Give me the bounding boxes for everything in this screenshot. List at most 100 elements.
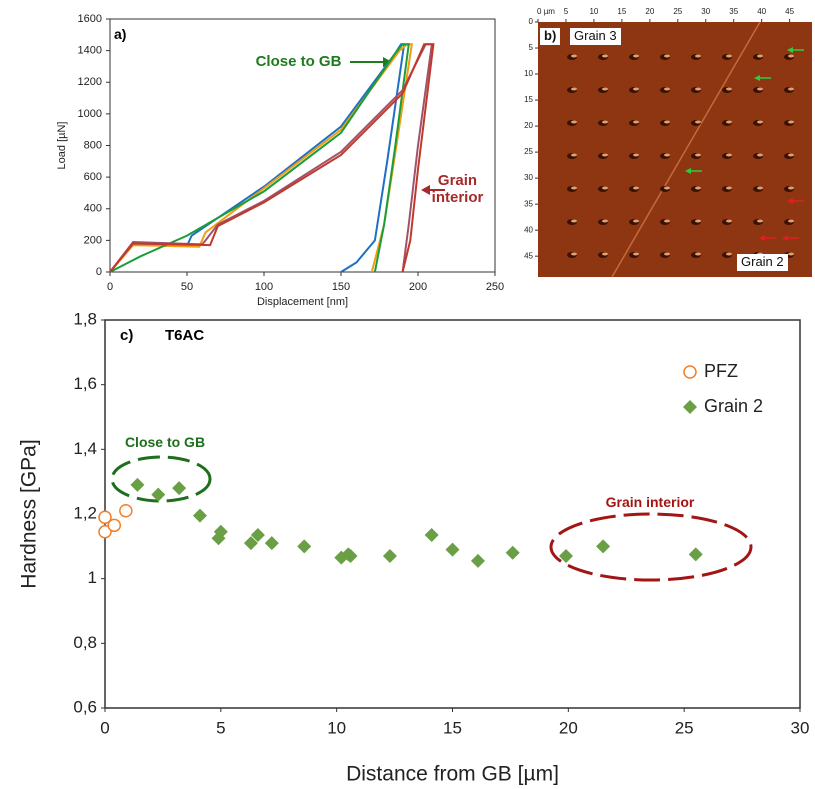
point: [688, 547, 703, 562]
y-tick-label: 800: [84, 139, 102, 151]
y-tick-label: 400: [84, 203, 102, 215]
point: [250, 528, 265, 543]
indent-highlight: [633, 153, 639, 157]
indent-highlight: [726, 54, 732, 58]
y-tick-label: 10: [524, 69, 533, 78]
indent-highlight: [664, 120, 670, 124]
indent-highlight: [664, 153, 670, 157]
indent-highlight: [571, 219, 577, 223]
x-tick-label: 25: [673, 7, 682, 16]
y-tick-label: 600: [84, 171, 102, 183]
y-tick-label: 1,6: [73, 374, 97, 393]
arrow-head: [383, 57, 392, 67]
legend-label: Grain 2: [704, 396, 763, 416]
indent-highlight: [695, 120, 701, 124]
indent-highlight: [571, 120, 577, 124]
legend-label: PFZ: [704, 361, 738, 381]
x-tick-label: 30: [701, 7, 710, 16]
indent-highlight: [788, 252, 794, 256]
indent-highlight: [695, 54, 701, 58]
x-tick-label: 45: [785, 7, 794, 16]
point: [382, 549, 397, 564]
legend-marker: [683, 365, 697, 379]
indent-highlight: [788, 87, 794, 91]
x-tick-label: 15: [617, 7, 626, 16]
indent-highlight: [788, 186, 794, 190]
y-tick-label: 1400: [78, 45, 102, 57]
indent-highlight: [633, 120, 639, 124]
indent-highlight: [664, 219, 670, 223]
indent-highlight: [664, 252, 670, 256]
legend-marker: [683, 400, 697, 414]
point: [172, 481, 187, 496]
indent-highlight: [788, 54, 794, 58]
y-tick-label: 5: [529, 43, 534, 52]
point: [343, 549, 358, 564]
indent-highlight: [726, 252, 732, 256]
load-curve: [109, 43, 414, 273]
x-tick-label: 20: [645, 7, 654, 16]
x-tick-label: 25: [675, 718, 694, 737]
indent-highlight: [726, 186, 732, 190]
arrow-head: [787, 198, 793, 204]
arrow-head: [759, 235, 765, 241]
point: [192, 508, 207, 523]
x-tick-label: 35: [729, 7, 738, 16]
x-tick-label: 10: [327, 718, 346, 737]
indent-highlight: [664, 186, 670, 190]
afm-image: [538, 22, 812, 277]
point: [470, 553, 485, 568]
arrow-head: [782, 235, 788, 241]
y-tick-label: 40: [524, 225, 533, 234]
indent-highlight: [602, 186, 608, 190]
y-tick-label: 1: [88, 568, 97, 587]
indent-highlight: [788, 120, 794, 124]
indent-highlight: [695, 219, 701, 223]
indent-highlight: [695, 87, 701, 91]
indent-highlight: [602, 219, 608, 223]
arrow-head: [421, 185, 430, 195]
y-tick-label: 0,8: [73, 633, 97, 652]
indent-highlight: [633, 186, 639, 190]
x-axis-title: Distance from GB [µm]: [346, 763, 559, 786]
x-tick-label: 40: [757, 7, 766, 16]
indent-highlight: [695, 186, 701, 190]
indent-highlight: [757, 186, 763, 190]
y-tick-label: 1,4: [73, 439, 97, 458]
y-tick-label: 35: [524, 199, 533, 208]
indent-highlight: [571, 87, 577, 91]
x-tick-label: 15: [443, 718, 462, 737]
point: [107, 518, 122, 533]
indent-highlight: [695, 252, 701, 256]
plot-frame: [104, 319, 801, 709]
indent-highlight: [788, 153, 794, 157]
panel-label: c): [120, 327, 134, 344]
x-tick-label: 100: [255, 281, 273, 293]
indent-highlight: [757, 153, 763, 157]
indent-highlight: [757, 120, 763, 124]
indent-highlight: [757, 219, 763, 223]
x-tick-label: 20: [559, 718, 578, 737]
indent-highlight: [633, 87, 639, 91]
x-tick-label: 30: [791, 718, 810, 737]
point: [559, 549, 574, 564]
indent-highlight: [633, 252, 639, 256]
panel-label: b): [540, 28, 561, 45]
y-tick-label: 0: [529, 17, 534, 26]
indent-highlight: [726, 120, 732, 124]
load-curve: [109, 43, 435, 273]
indent-highlight: [571, 153, 577, 157]
y-tick-label: 20: [524, 121, 533, 130]
x-tick-label: 0: [100, 718, 109, 737]
x-tick-label: 200: [409, 281, 427, 293]
point: [151, 487, 166, 502]
x-tick-label: 0 µm: [537, 7, 555, 16]
annotation: Grain 3: [570, 28, 621, 45]
load-curve: [109, 43, 406, 273]
y-axis-title: Hardness [GPa]: [18, 439, 41, 588]
indent-highlight: [602, 252, 608, 256]
y-tick-label: 1,8: [73, 309, 97, 328]
point: [505, 545, 520, 560]
